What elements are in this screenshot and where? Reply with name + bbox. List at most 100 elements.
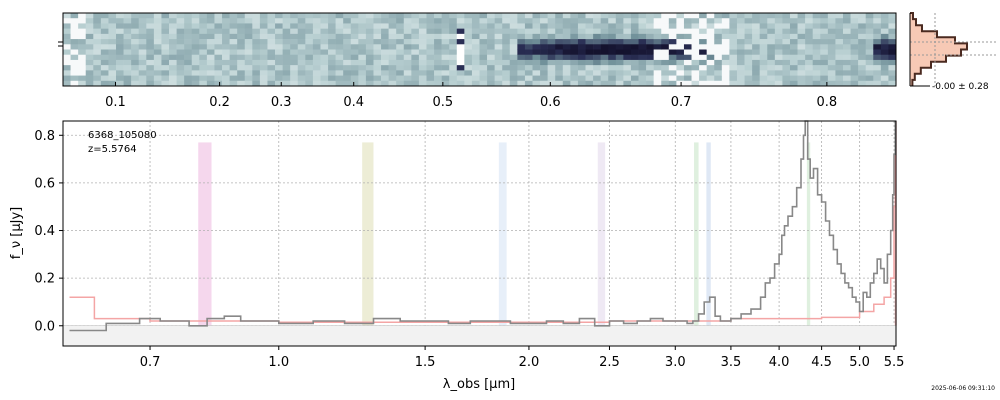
heatmap-cell [638, 70, 647, 76]
heatmap-cell [487, 75, 495, 82]
heatmap-cell [494, 23, 503, 29]
heatmap-cell [532, 59, 541, 66]
heatmap-cell [714, 33, 723, 40]
heatmap-cell [381, 18, 389, 24]
heatmap-cell [131, 65, 140, 71]
heatmap-cell [767, 13, 776, 19]
spectrum-2d-frame [62, 12, 897, 87]
heatmap-cell [252, 18, 261, 24]
heatmap-cell [358, 54, 367, 61]
heatmap-cell [93, 23, 102, 29]
heatmap-cell [714, 65, 723, 71]
heatmap-cell [214, 18, 223, 24]
heatmap-cell [653, 23, 662, 29]
heatmap-cell [411, 75, 420, 82]
heatmap-cell [767, 59, 776, 66]
heatmap-cell [169, 80, 177, 87]
heatmap-cell [403, 39, 412, 45]
heatmap-cell [275, 13, 283, 19]
heatmap-cell [335, 54, 344, 61]
heatmap-cell [820, 59, 829, 66]
heatmap-cell [880, 28, 889, 35]
heatmap-cell [146, 44, 155, 50]
heatmap-cell [842, 23, 851, 29]
heatmap-cell [661, 44, 670, 50]
heatmap-cell [388, 39, 397, 45]
heatmap-cell [683, 13, 692, 19]
heatmap-cell [153, 23, 162, 29]
heatmap-cell [782, 39, 791, 45]
heatmap-cell [434, 23, 442, 29]
heatmap-cell [593, 33, 601, 40]
heatmap-cell [479, 54, 488, 61]
heatmap-cell [252, 39, 261, 45]
heatmap-cell [547, 80, 556, 87]
heatmap-cell [638, 80, 647, 87]
heatmap-cell [70, 59, 79, 66]
heatmap-cell [108, 28, 117, 35]
heatmap-cell [93, 39, 102, 45]
heatmap-cell [774, 28, 783, 35]
heatmap-cell [373, 59, 382, 66]
heatmap-cell [131, 49, 140, 56]
heatmap-cell [729, 23, 738, 29]
heatmap-cell [78, 80, 87, 87]
heatmap-cell [487, 54, 495, 61]
heatmap-cell [441, 44, 450, 50]
heatmap-cell [759, 80, 768, 87]
heatmap-cell [328, 65, 336, 71]
heatmap-cell [820, 39, 829, 45]
heatmap-cell [797, 80, 806, 87]
heatmap-cell [721, 65, 730, 71]
heatmap-cell [267, 59, 276, 66]
heatmap-cell [691, 59, 700, 66]
heatmap-cell [691, 70, 700, 76]
heatmap-cell [683, 18, 692, 24]
heatmap-cell [494, 65, 503, 71]
heatmap-cell [638, 59, 647, 66]
heatmap-cell [585, 70, 594, 76]
heatmap-cell [858, 39, 867, 45]
heatmap-cell [434, 18, 442, 24]
heatmap-cell [858, 75, 867, 82]
heatmap-cell [70, 13, 79, 19]
heatmap-cell [282, 54, 291, 61]
shaded-band [694, 142, 699, 326]
heatmap-cell [358, 49, 367, 56]
heatmap-cell [100, 65, 109, 71]
heatmap-cell [615, 28, 624, 35]
heatmap-cell [789, 23, 798, 29]
heatmap-cell [138, 59, 147, 66]
heatmap-cell [668, 65, 677, 71]
heatmap-cell [123, 33, 132, 40]
heatmap-cell [199, 80, 208, 87]
heatmap-cell [600, 23, 609, 29]
heatmap-cell [623, 54, 632, 61]
heatmap-cell [85, 65, 94, 71]
shaded-band [362, 142, 374, 326]
heatmap-cell [585, 80, 594, 87]
heatmap-cell [850, 13, 859, 19]
heatmap-cell [161, 23, 170, 29]
heatmap-cell [275, 75, 283, 82]
heatmap-cell [517, 33, 526, 40]
heatmap-cell [70, 49, 79, 56]
heatmap-cell [865, 65, 874, 71]
heatmap-cell [426, 18, 435, 24]
heatmap-cell [623, 80, 632, 87]
heatmap-cell [502, 49, 511, 56]
heatmap-cell [388, 49, 397, 56]
heatmap-cell [275, 70, 283, 76]
heatmap-cell [282, 39, 291, 45]
heatmap-cell [865, 75, 874, 82]
x-tick-label: 4.5 [811, 355, 832, 370]
heatmap-cell [585, 39, 594, 45]
heatmap-cell [78, 75, 87, 82]
heatmap-cell [880, 80, 889, 87]
heatmap-cell [880, 59, 889, 66]
heatmap-cell [797, 39, 806, 45]
heatmap-cell [789, 75, 798, 82]
heatmap-cell [418, 18, 427, 24]
heatmap-cell [449, 23, 458, 29]
heatmap-cell [411, 54, 420, 61]
